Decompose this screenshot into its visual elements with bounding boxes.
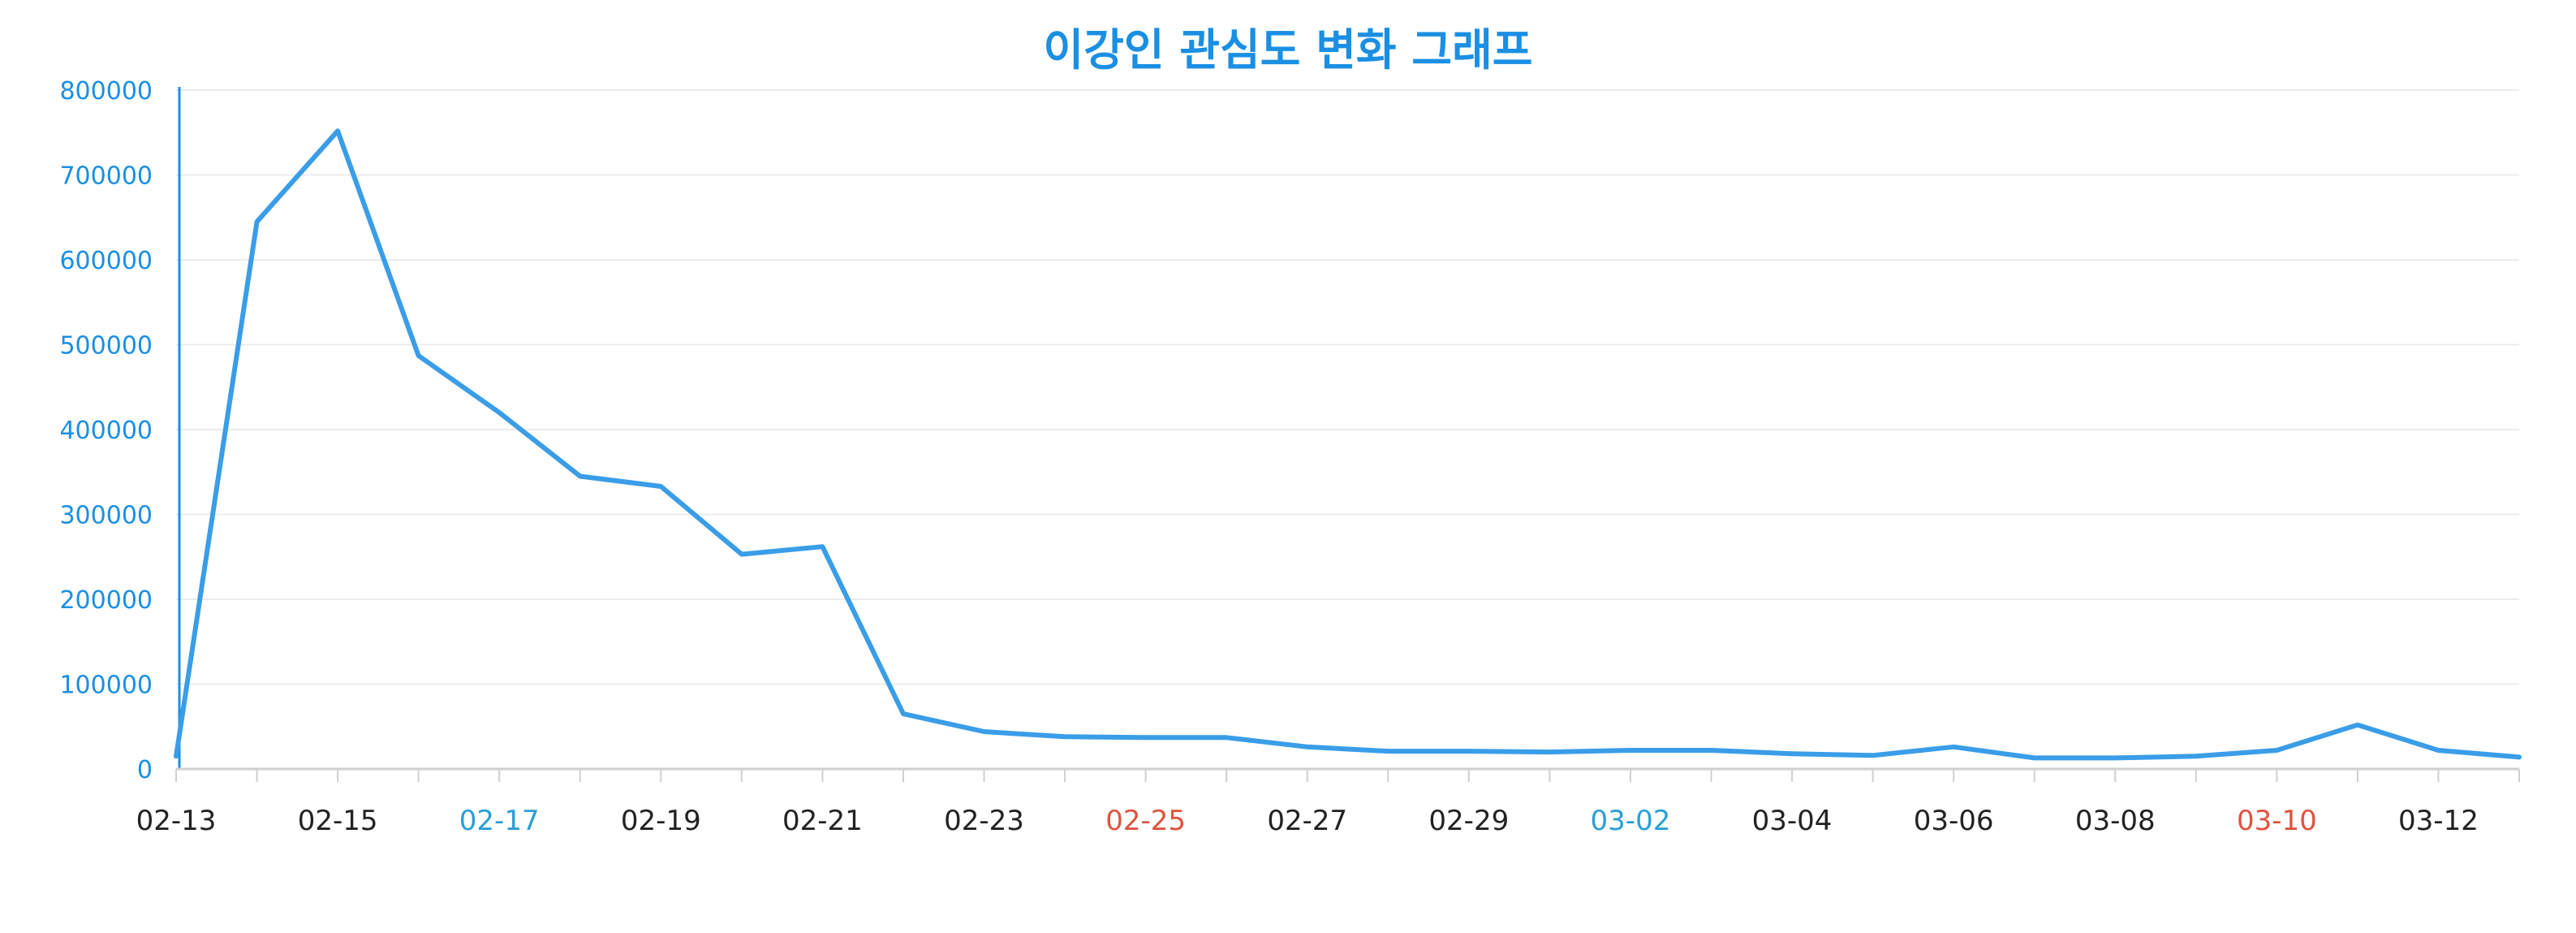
data-point bbox=[416, 353, 421, 358]
data-point bbox=[739, 552, 744, 557]
data-point bbox=[1547, 749, 1552, 754]
data-point bbox=[255, 219, 260, 224]
data-point bbox=[2274, 748, 2279, 753]
x-tick-label: 02-29 bbox=[1428, 805, 1509, 837]
x-tick-label: 03-10 bbox=[2237, 805, 2317, 837]
data-point bbox=[1871, 753, 1876, 758]
y-tick-label: 200000 bbox=[59, 586, 153, 615]
series-layer bbox=[174, 128, 2522, 761]
data-point bbox=[2032, 755, 2037, 760]
y-tick-label: 600000 bbox=[59, 247, 153, 275]
y-tick-label: 300000 bbox=[59, 502, 153, 530]
y-axis: 0 100000 200000 300000 400000 500000 600000 700… bbox=[59, 77, 181, 784]
x-tick-label: 02-25 bbox=[1105, 805, 1186, 837]
data-point bbox=[2194, 754, 2199, 758]
data-point bbox=[901, 711, 906, 716]
y-tick-label: 400000 bbox=[59, 417, 153, 445]
x-tick-label: 03-02 bbox=[1591, 805, 1671, 837]
data-point bbox=[1951, 745, 1956, 749]
x-tick-label: 03-06 bbox=[1914, 805, 1994, 837]
x-tick-label: 02-19 bbox=[621, 805, 701, 837]
data-point bbox=[497, 410, 502, 415]
x-tick-label: 02-21 bbox=[782, 805, 863, 837]
data-point bbox=[658, 484, 663, 489]
x-axis: 02-13 02-15 02-17 02-19 02-21 02-23 02-25 02-27… bbox=[136, 767, 2520, 837]
x-tick-label: 02-15 bbox=[298, 805, 378, 837]
data-point bbox=[1790, 751, 1794, 756]
x-tick-label: 03-12 bbox=[2398, 805, 2479, 837]
grid-lines bbox=[176, 89, 2519, 685]
y-tick-label: 800000 bbox=[59, 77, 153, 106]
data-point bbox=[1385, 749, 1390, 754]
data-point bbox=[1062, 734, 1067, 739]
y-tick-label: 0 bbox=[137, 756, 153, 784]
data-point bbox=[1708, 748, 1713, 753]
data-point bbox=[1467, 749, 1471, 754]
x-tick-label: 02-23 bbox=[944, 805, 1024, 837]
data-point bbox=[1305, 745, 1310, 749]
data-point bbox=[2517, 754, 2522, 759]
y-tick-label: 700000 bbox=[59, 162, 153, 191]
data-point bbox=[1224, 735, 1229, 740]
data-point bbox=[1144, 735, 1148, 740]
data-point bbox=[820, 544, 825, 549]
x-tick-label: 03-08 bbox=[2075, 805, 2156, 837]
data-point bbox=[578, 473, 583, 478]
x-tick-label: 02-27 bbox=[1267, 805, 1347, 837]
data-point bbox=[2113, 755, 2117, 760]
data-point bbox=[1628, 748, 1633, 753]
data-point bbox=[982, 729, 987, 734]
x-tick-label: 02-13 bbox=[136, 805, 217, 837]
data-point bbox=[174, 754, 179, 758]
data-point bbox=[335, 128, 340, 133]
y-tick-label: 500000 bbox=[59, 332, 153, 361]
series-line bbox=[174, 128, 2522, 761]
y-tick-label: 100000 bbox=[59, 672, 153, 700]
chart-title: 이강인 관심도 변화 그래프 bbox=[1043, 24, 1533, 76]
x-tick-label: 02-17 bbox=[459, 805, 540, 837]
data-point bbox=[2355, 723, 2360, 728]
x-tick-label: 03-04 bbox=[1752, 805, 1833, 837]
data-point bbox=[2436, 748, 2440, 753]
